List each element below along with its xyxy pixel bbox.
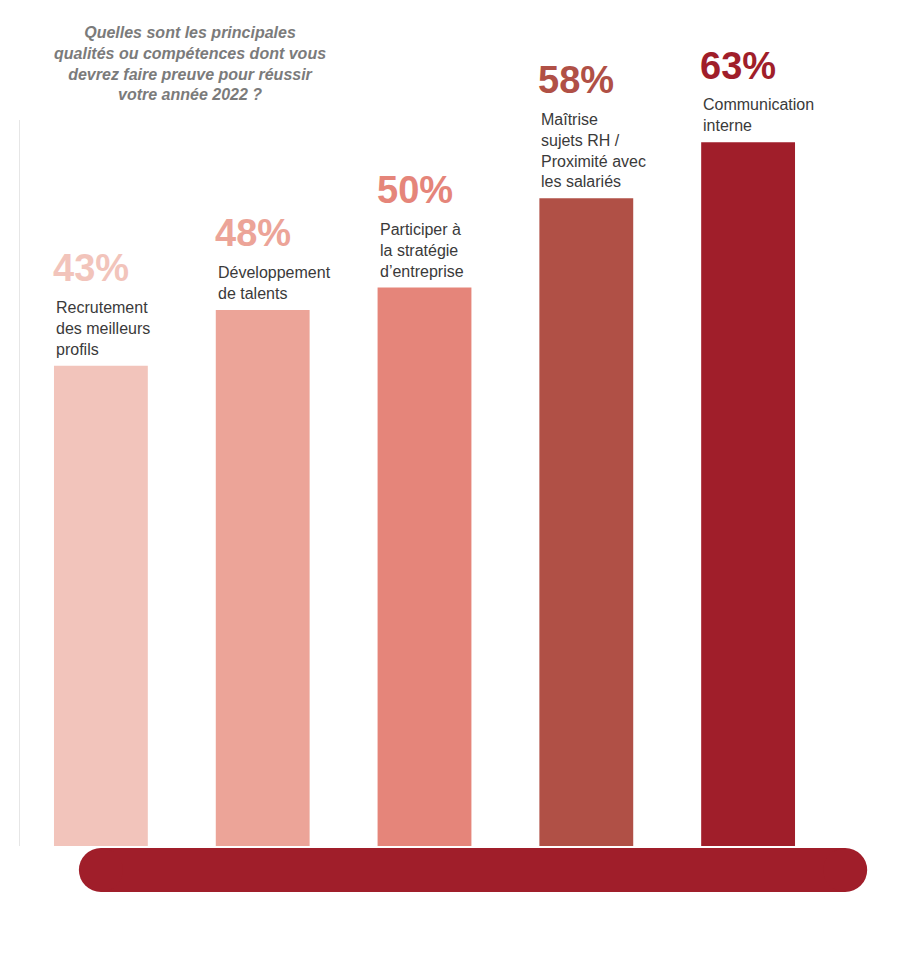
- svg-text:Communicationinterne: Communicationinterne: [703, 96, 814, 134]
- svg-text:48%: 48%: [215, 212, 291, 254]
- svg-text:63%: 63%: [700, 45, 776, 87]
- svg-text:Recrutementdes meilleursprofil: Recrutementdes meilleursprofils: [56, 299, 150, 358]
- svg-text:Quelles sont les principalesqu: Quelles sont les principalesqualités ou …: [54, 24, 326, 103]
- svg-text:Maîtrisesujets RH /Proximité a: Maîtrisesujets RH /Proximité avecles sal…: [541, 111, 646, 190]
- svg-text:43%: 43%: [53, 247, 129, 289]
- svg-text:Développementde talents: Développementde talents: [218, 264, 331, 302]
- svg-text:Participer àla stratégied’entr: Participer àla stratégied’entreprise: [380, 221, 464, 280]
- svg-text:58%: 58%: [538, 59, 614, 101]
- svg-text:50%: 50%: [377, 169, 453, 211]
